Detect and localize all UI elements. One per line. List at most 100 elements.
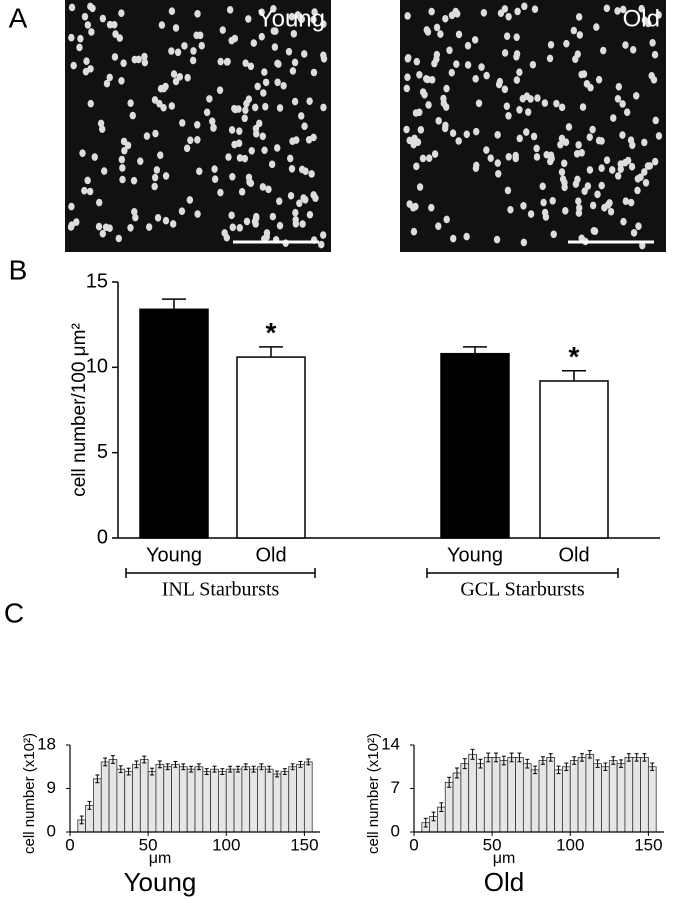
cell xyxy=(270,4,277,13)
cell xyxy=(262,78,270,87)
cell xyxy=(236,154,244,162)
cell xyxy=(435,222,442,231)
cell xyxy=(269,212,277,221)
cell xyxy=(533,153,541,161)
histogram-bar xyxy=(280,771,290,833)
cell xyxy=(228,211,235,220)
histogram-bar xyxy=(241,766,251,833)
histogram-bar xyxy=(585,753,595,833)
cell xyxy=(248,147,255,155)
x-tick-label: 150 xyxy=(634,835,662,854)
cell xyxy=(428,7,435,16)
cell xyxy=(162,172,170,180)
cell xyxy=(252,220,259,228)
histogram-bar xyxy=(554,769,563,833)
cell xyxy=(403,84,410,93)
cell xyxy=(194,10,201,18)
cell xyxy=(287,191,295,200)
cell xyxy=(487,154,494,162)
cell xyxy=(178,207,186,215)
cell xyxy=(99,14,107,23)
cell xyxy=(86,187,94,196)
cell xyxy=(77,34,84,43)
cell xyxy=(575,197,582,205)
histogram-title: Young xyxy=(124,867,197,897)
cell xyxy=(433,55,440,63)
y-tick-label: 5 xyxy=(97,441,108,463)
cell xyxy=(634,186,641,195)
cell xyxy=(291,58,299,67)
bar xyxy=(236,356,306,539)
cell xyxy=(550,230,557,239)
cell xyxy=(68,33,75,42)
cell xyxy=(219,26,226,34)
cell xyxy=(651,157,659,166)
cell xyxy=(530,132,538,141)
cell xyxy=(306,97,313,106)
cell xyxy=(416,183,424,191)
cell xyxy=(478,63,485,71)
histogram-bar xyxy=(483,757,493,833)
cell xyxy=(587,83,594,92)
cell xyxy=(561,159,568,168)
cell xyxy=(539,182,546,191)
cell xyxy=(300,194,307,202)
cell xyxy=(615,82,623,91)
cell xyxy=(505,12,512,21)
cell xyxy=(548,154,555,163)
cell xyxy=(475,99,483,108)
cell xyxy=(614,172,622,180)
cell xyxy=(308,170,315,178)
cell xyxy=(168,47,175,55)
cell xyxy=(298,165,306,174)
y-tick-label: 0 xyxy=(47,821,56,840)
cell xyxy=(129,111,136,120)
cell xyxy=(292,220,300,228)
cell xyxy=(483,146,490,154)
cell xyxy=(494,131,501,139)
x-tick-label: 0 xyxy=(409,835,418,854)
cell xyxy=(576,31,584,39)
cell xyxy=(534,94,541,102)
cell xyxy=(601,203,608,212)
group-label: GCL Starbursts xyxy=(460,579,584,601)
histogram-bar xyxy=(632,757,641,833)
cell xyxy=(70,61,77,70)
cell xyxy=(265,185,272,194)
cell xyxy=(211,165,218,173)
histogram-title: Old xyxy=(484,867,524,897)
cell xyxy=(217,188,224,197)
cell xyxy=(245,15,252,23)
cell xyxy=(521,2,528,11)
cell xyxy=(131,208,138,216)
cell xyxy=(151,96,159,104)
cell xyxy=(579,103,587,111)
cell xyxy=(651,50,659,59)
cell xyxy=(655,132,663,140)
cell xyxy=(412,202,419,211)
cell xyxy=(598,137,605,145)
cell xyxy=(287,154,294,163)
cell xyxy=(463,130,470,139)
cell xyxy=(236,127,243,136)
cell xyxy=(413,162,420,171)
cell xyxy=(495,169,502,178)
cell xyxy=(187,136,194,145)
cell xyxy=(280,81,287,90)
histogram-bar xyxy=(640,757,649,833)
histogram-bar xyxy=(139,759,149,833)
histogram-bar xyxy=(124,771,133,833)
cell xyxy=(641,16,649,24)
cell xyxy=(646,162,654,170)
cell xyxy=(211,175,219,184)
cell xyxy=(274,59,281,68)
y-tick-label: 14 xyxy=(381,734,400,753)
cell xyxy=(405,53,412,62)
histogram-bar xyxy=(93,778,102,833)
cell xyxy=(453,60,460,68)
cell xyxy=(514,7,521,16)
cell xyxy=(285,47,293,56)
cell xyxy=(81,186,88,195)
x-tick-label: 100 xyxy=(556,835,584,854)
